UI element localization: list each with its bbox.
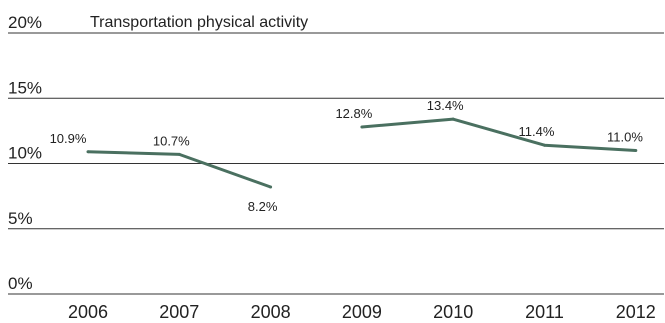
x-tick-label: 2007 xyxy=(159,302,199,322)
data-labels: 10.9% 10.7% 8.2% 12.8% 13.4% 11.4% 11.0% xyxy=(50,98,644,214)
data-point xyxy=(451,117,455,121)
data-label: 11.0% xyxy=(607,129,643,144)
data-label: 11.4% xyxy=(519,124,555,139)
data-label: 10.9% xyxy=(50,131,87,146)
x-axis-ticks: 2006 2007 2008 2009 2010 2011 2012 xyxy=(68,302,656,322)
series-line-segment xyxy=(361,117,636,152)
data-point xyxy=(86,150,90,154)
data-point xyxy=(360,125,364,129)
x-tick-label: 2006 xyxy=(68,302,108,322)
x-tick-label: 2011 xyxy=(525,302,564,322)
data-point xyxy=(634,148,638,152)
y-tick-label: 5% xyxy=(8,209,33,228)
data-label: 8.2% xyxy=(248,199,278,214)
gridlines xyxy=(8,32,664,295)
x-tick-label: 2012 xyxy=(616,302,656,322)
y-tick-label: 20% xyxy=(8,13,42,32)
y-tick-label: 10% xyxy=(8,144,42,163)
x-tick-label: 2008 xyxy=(251,302,291,322)
y-tick-label: 15% xyxy=(8,78,42,97)
data-label: 12.8% xyxy=(335,106,372,121)
data-point xyxy=(543,143,546,147)
data-label: 10.7% xyxy=(153,133,190,148)
y-axis-ticks: 0% 5% 10% 15% 20% xyxy=(8,13,42,293)
series-line xyxy=(86,117,638,189)
y-tick-label: 0% xyxy=(8,274,33,293)
data-point xyxy=(269,185,273,189)
x-tick-label: 2009 xyxy=(342,302,382,322)
data-point xyxy=(177,152,181,156)
chart-title: Transportation physical activity xyxy=(90,14,308,31)
x-tick-label: 2010 xyxy=(433,302,473,322)
series-line-segment xyxy=(87,150,272,189)
data-label: 13.4% xyxy=(427,98,464,113)
